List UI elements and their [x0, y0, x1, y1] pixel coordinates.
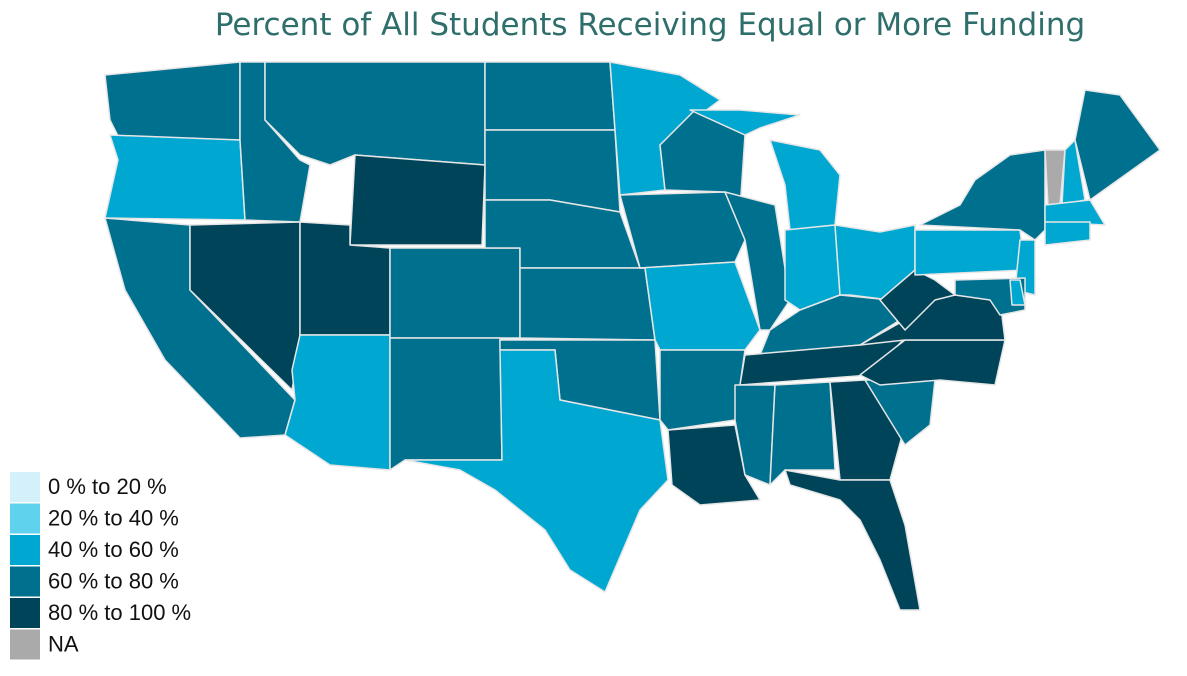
state [769, 381, 836, 486]
legend-swatch [10, 535, 40, 565]
state [1009, 279, 1026, 306]
legend: 0 % to 20 % 20 % to 40 % 40 % to 60 % 60 % … [10, 472, 191, 660]
state [404, 349, 669, 593]
state [784, 469, 921, 611]
state [104, 134, 246, 221]
legend-swatch [10, 566, 40, 597]
legend-label: 60 % to 80 % [48, 568, 179, 593]
state [769, 139, 841, 231]
legend-label: 0 % to 20 % [48, 474, 167, 499]
state [484, 61, 616, 131]
state [689, 109, 801, 136]
state [1044, 221, 1091, 246]
legend-swatch [10, 472, 40, 502]
state [667, 424, 761, 506]
state [349, 154, 486, 246]
legend-swatch [10, 629, 40, 660]
state [519, 267, 656, 341]
state [639, 261, 761, 351]
state [734, 384, 776, 486]
state [389, 337, 503, 471]
state [1044, 199, 1106, 226]
state [1074, 89, 1161, 201]
state [659, 349, 746, 431]
state [914, 229, 1026, 276]
legend-label: 20 % to 40 % [48, 505, 179, 530]
legend-swatch [10, 503, 40, 534]
state [284, 334, 391, 471]
state [919, 149, 1046, 241]
legend-swatch [10, 598, 40, 628]
state [264, 61, 486, 166]
legend-label: 40 % to 60 % [48, 537, 179, 562]
map-title: Percent of All Students Receiving Equal … [215, 7, 1085, 43]
state [784, 224, 841, 311]
legend-label: 80 % to 100 % [48, 600, 191, 625]
state [104, 61, 241, 141]
legend-label: NA [48, 631, 79, 656]
states [104, 61, 1161, 611]
state [619, 191, 746, 269]
state [954, 277, 1026, 316]
state [389, 247, 521, 339]
